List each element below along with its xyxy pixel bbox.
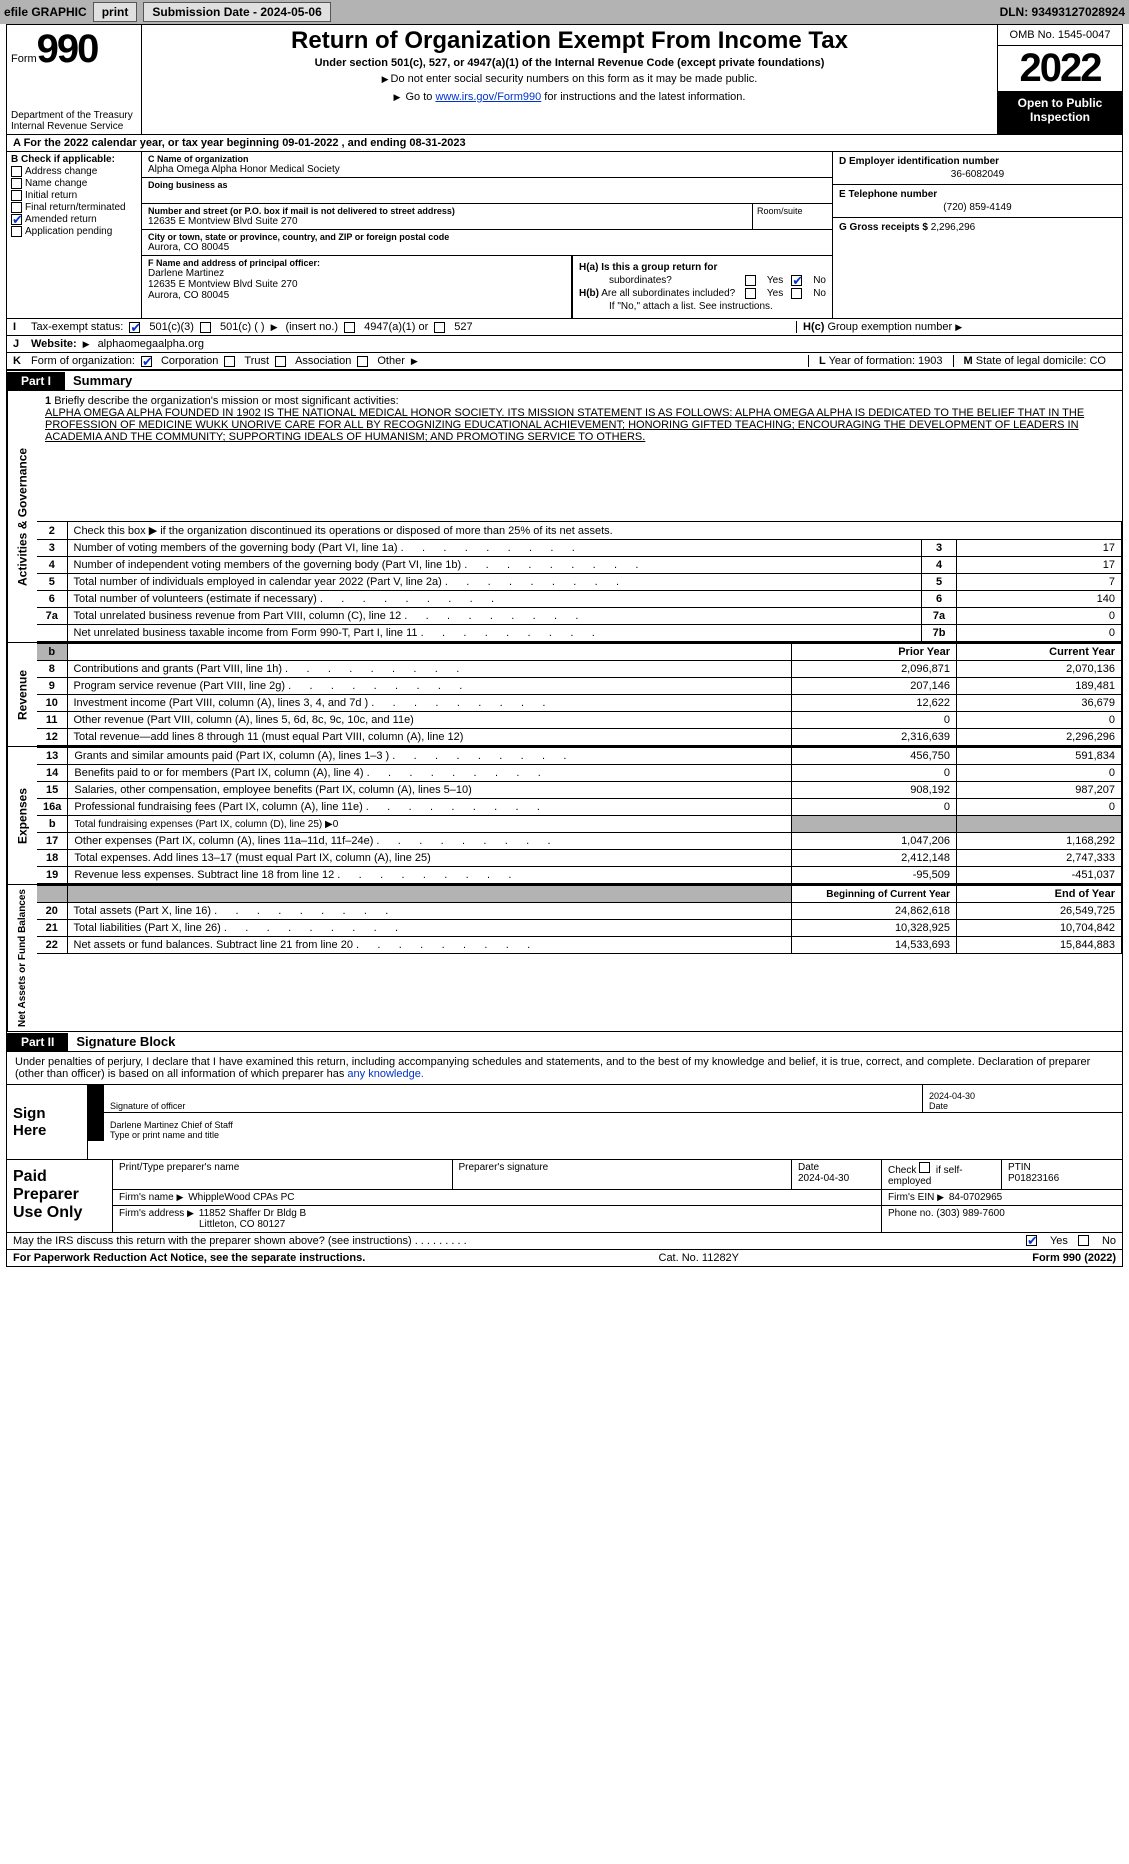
check-applicable: B Check if applicable: Address change Na… bbox=[7, 152, 142, 318]
org-info: C Name of organization Alpha Omega Alpha… bbox=[142, 152, 832, 318]
side-rev: Revenue bbox=[7, 643, 37, 746]
net-table: Beginning of Current YearEnd of Year 20T… bbox=[37, 885, 1122, 954]
firm-phone: Phone no. (303) 989-7600 bbox=[882, 1206, 1122, 1232]
part-i-header: Part I Summary bbox=[7, 370, 1122, 391]
discuss-row: May the IRS discuss this return with the… bbox=[7, 1232, 1122, 1249]
goto-line: Go to www.irs.gov/Form990 for instructio… bbox=[148, 91, 991, 103]
b-title: B Check if applicable: bbox=[11, 154, 137, 165]
cb-amended[interactable]: Amended return bbox=[11, 214, 137, 225]
form-number: Form 990 bbox=[11, 27, 137, 72]
form-container: Form 990 Department of the Treasury Inte… bbox=[6, 24, 1123, 1267]
arrow-icon bbox=[88, 1085, 104, 1112]
penalty-text: Under penalties of perjury, I declare th… bbox=[7, 1052, 1122, 1084]
efile-label: efile GRAPHIC bbox=[4, 5, 87, 19]
h-c: H(c) Group exemption number bbox=[796, 321, 1116, 333]
top-bar: efile GRAPHIC print Submission Date - 20… bbox=[0, 0, 1129, 24]
header-left: Form 990 Department of the Treasury Inte… bbox=[7, 25, 142, 134]
city-cell: City or town, state or province, country… bbox=[142, 230, 832, 255]
open-public-badge: Open to Public Inspection bbox=[998, 92, 1122, 134]
h-a: H(a) Is this a group return for bbox=[579, 262, 826, 273]
cat-no: Cat. No. 11282Y bbox=[659, 1252, 740, 1264]
prep-self-employed: Check if self-employed bbox=[882, 1160, 1002, 1189]
h-note: If "No," attach a list. See instructions… bbox=[579, 301, 826, 312]
state-domicile: M State of legal domicile: CO bbox=[953, 355, 1116, 367]
h-a2: subordinates? Yes No bbox=[579, 275, 826, 286]
preparer-section: Paid Preparer Use Only Print/Type prepar… bbox=[7, 1159, 1122, 1232]
room-cell: Room/suite bbox=[752, 204, 832, 229]
bottom-line: For Paperwork Reduction Act Notice, see … bbox=[7, 1249, 1122, 1266]
submission-date: Submission Date - 2024-05-06 bbox=[143, 2, 330, 22]
form-title: Return of Organization Exempt From Incom… bbox=[148, 27, 991, 55]
dln-label: DLN: 93493127028924 bbox=[1000, 5, 1125, 19]
omb-number: OMB No. 1545-0047 bbox=[998, 25, 1122, 46]
exp-table: 13Grants and similar amounts paid (Part … bbox=[37, 747, 1122, 884]
paid-preparer-label: Paid Preparer Use Only bbox=[7, 1160, 112, 1232]
sig-officer-cell: Signature of officer bbox=[104, 1085, 922, 1112]
side-net: Net Assets or Fund Balances bbox=[7, 885, 37, 1031]
side-exp: Expenses bbox=[7, 747, 37, 884]
cb-initial[interactable]: Initial return bbox=[11, 190, 137, 201]
paperwork-notice: For Paperwork Reduction Act Notice, see … bbox=[13, 1252, 365, 1264]
officer-cell: F Name and address of principal officer:… bbox=[142, 256, 572, 318]
prep-name: Print/Type preparer's name bbox=[113, 1160, 453, 1189]
firm-name: Firm's name WhippleWood CPAs PC bbox=[113, 1190, 882, 1205]
row-klm: K Form of organization: Corporation Trus… bbox=[7, 352, 1122, 370]
sign-here-label: Sign Here bbox=[7, 1085, 87, 1159]
part-ii-header: Part II Signature Block bbox=[7, 1031, 1122, 1052]
form-num: 990 bbox=[37, 27, 98, 72]
row-a-tax-year: A For the 2022 calendar year, or tax yea… bbox=[7, 135, 1122, 152]
mission-block: 1 Briefly describe the organization's mi… bbox=[37, 391, 1122, 521]
form-ref: Form 990 (2022) bbox=[1032, 1252, 1116, 1264]
department-label: Department of the Treasury Internal Reve… bbox=[11, 110, 137, 132]
gov-section: Activities & Governance 1 Briefly descri… bbox=[7, 391, 1122, 642]
section-bcd: B Check if applicable: Address change Na… bbox=[7, 152, 1122, 318]
header-center: Return of Organization Exempt From Incom… bbox=[142, 25, 997, 134]
header-right: OMB No. 1545-0047 2022 Open to Public In… bbox=[997, 25, 1122, 134]
form-word: Form bbox=[11, 53, 37, 65]
firm-addr: Firm's address 11852 Shaffer Dr Bldg B L… bbox=[113, 1206, 882, 1232]
h-b: H(b) Are all subordinates included? Yes … bbox=[579, 288, 826, 299]
ssn-warning: Do not enter social security numbers on … bbox=[148, 73, 991, 85]
sig-date-cell: 2024-04-30 Date bbox=[922, 1085, 1122, 1112]
side-gov: Activities & Governance bbox=[7, 391, 37, 642]
prep-sig: Preparer's signature bbox=[453, 1160, 793, 1189]
gross-cell: G Gross receipts $ 2,296,296 bbox=[833, 218, 1122, 237]
tel-cell: E Telephone number (720) 859-4149 bbox=[833, 185, 1122, 218]
firm-ein: Firm's EIN 84-0702965 bbox=[882, 1190, 1122, 1205]
website-link[interactable]: alphaomegaalpha.org bbox=[98, 338, 204, 350]
org-name-cell: C Name of organization Alpha Omega Alpha… bbox=[142, 152, 832, 177]
ein-cell: D Employer identification number 36-6082… bbox=[833, 152, 1122, 185]
form-subtitle: Under section 501(c), 527, or 4947(a)(1)… bbox=[148, 57, 991, 69]
section-h: H(a) Is this a group return for subordin… bbox=[572, 256, 832, 318]
arrow-icon bbox=[88, 1113, 104, 1141]
rev-section: Revenue bPrior YearCurrent Year 8Contrib… bbox=[7, 642, 1122, 746]
rev-table: bPrior YearCurrent Year 8Contributions a… bbox=[37, 643, 1122, 746]
sig-name-cell: Darlene Martinez Chief of Staff Type or … bbox=[104, 1113, 1122, 1141]
cb-name[interactable]: Name change bbox=[11, 178, 137, 189]
street-cell: Number and street (or P.O. box if mail i… bbox=[142, 204, 752, 229]
any-knowledge-link[interactable]: any knowledge. bbox=[347, 1068, 423, 1080]
right-col: D Employer identification number 36-6082… bbox=[832, 152, 1122, 318]
tax-year: 2022 bbox=[998, 46, 1122, 92]
prep-ptin: PTINP01823166 bbox=[1002, 1160, 1122, 1189]
year-formation: L Year of formation: 1903 bbox=[808, 355, 953, 367]
cb-address[interactable]: Address change bbox=[11, 166, 137, 177]
header-row: Form 990 Department of the Treasury Inte… bbox=[7, 25, 1122, 135]
row-i: I Tax-exempt status: 501(c)(3) 501(c) ( … bbox=[7, 318, 1122, 335]
net-section: Net Assets or Fund Balances Beginning of… bbox=[7, 884, 1122, 1031]
prep-date: Date2024-04-30 bbox=[792, 1160, 882, 1189]
dba-cell: Doing business as bbox=[142, 178, 832, 203]
cb-final[interactable]: Final return/terminated bbox=[11, 202, 137, 213]
gov-table: 2Check this box ▶ if the organization di… bbox=[37, 521, 1122, 642]
sign-section: Sign Here Signature of officer 2024-04-3… bbox=[7, 1084, 1122, 1159]
cb-application[interactable]: Application pending bbox=[11, 226, 137, 237]
irs-link[interactable]: www.irs.gov/Form990 bbox=[435, 91, 541, 103]
print-button[interactable]: print bbox=[93, 2, 138, 22]
exp-section: Expenses 13Grants and similar amounts pa… bbox=[7, 746, 1122, 884]
row-j: J Website: alphaomegaalpha.org bbox=[7, 335, 1122, 352]
